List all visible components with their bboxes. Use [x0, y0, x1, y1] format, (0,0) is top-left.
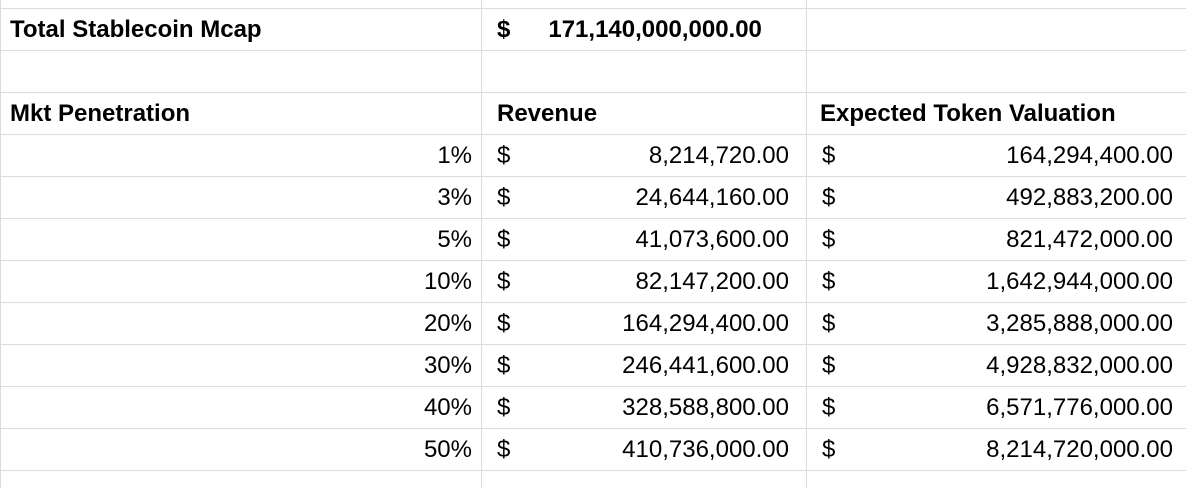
valuation-cell[interactable]: $8,214,720,000.00: [806, 428, 1186, 471]
table-row: 3% $24,644,160.00 $492,883,200.00: [0, 176, 1186, 219]
cell[interactable]: [481, 470, 807, 488]
penetration-cell[interactable]: 20%: [0, 302, 482, 345]
table-row: 40% $328,588,800.00 $6,571,776,000.00: [0, 386, 1186, 429]
revenue-value: 82,147,200.00: [635, 268, 789, 295]
revenue-value: 41,073,600.00: [635, 226, 789, 253]
valuation-value: 8,214,720,000.00: [986, 436, 1173, 463]
total-currency-symbol: $: [497, 16, 511, 43]
cell[interactable]: [0, 0, 482, 9]
currency-symbol: $: [822, 352, 836, 379]
revenue-cell[interactable]: $164,294,400.00: [481, 302, 807, 345]
cell[interactable]: [0, 470, 482, 488]
valuation-cell[interactable]: $821,472,000.00: [806, 218, 1186, 261]
penetration-cell[interactable]: 30%: [0, 344, 482, 387]
penetration-cell[interactable]: 40%: [0, 386, 482, 429]
valuation-value: 3,285,888,000.00: [986, 310, 1173, 337]
currency-symbol: $: [822, 394, 836, 421]
penetration-cell[interactable]: 50%: [0, 428, 482, 471]
valuation-value: 1,642,944,000.00: [986, 268, 1173, 295]
currency-symbol: $: [822, 268, 836, 295]
revenue-cell[interactable]: $410,736,000.00: [481, 428, 807, 471]
cell[interactable]: [0, 50, 482, 93]
cell[interactable]: [806, 8, 1186, 51]
revenue-cell[interactable]: $41,073,600.00: [481, 218, 807, 261]
header-valuation[interactable]: Expected Token Valuation: [806, 92, 1186, 135]
currency-symbol: $: [497, 142, 511, 169]
currency-symbol: $: [497, 394, 511, 421]
currency-symbol: $: [497, 352, 511, 379]
valuation-cell[interactable]: $3,285,888,000.00: [806, 302, 1186, 345]
table-row: 30% $246,441,600.00 $4,928,832,000.00: [0, 344, 1186, 387]
valuation-cell[interactable]: $6,571,776,000.00: [806, 386, 1186, 429]
penetration-cell[interactable]: 5%: [0, 218, 482, 261]
revenue-value: 410,736,000.00: [622, 436, 789, 463]
empty-row: [0, 50, 1186, 93]
revenue-cell[interactable]: $328,588,800.00: [481, 386, 807, 429]
revenue-cell[interactable]: $24,644,160.00: [481, 176, 807, 219]
cell[interactable]: [481, 50, 807, 93]
revenue-cell[interactable]: $82,147,200.00: [481, 260, 807, 303]
revenue-value: 246,441,600.00: [622, 352, 789, 379]
empty-row: [0, 470, 1186, 488]
header-penetration[interactable]: Mkt Penetration: [0, 92, 482, 135]
revenue-value: 8,214,720.00: [648, 142, 789, 169]
table-row: 1% $8,214,720.00 $164,294,400.00: [0, 134, 1186, 177]
currency-symbol: $: [497, 226, 511, 253]
cell[interactable]: [806, 470, 1186, 488]
table-row: 50% $410,736,000.00 $8,214,720,000.00: [0, 428, 1186, 471]
cell[interactable]: [806, 50, 1186, 93]
total-row: Total Stablecoin Mcap $ 171,140,000,000.…: [0, 8, 1186, 51]
revenue-value: 164,294,400.00: [622, 310, 789, 337]
total-value: 171,140,000,000.00: [548, 16, 762, 43]
currency-symbol: $: [822, 184, 836, 211]
cell[interactable]: [806, 0, 1186, 9]
revenue-value: 328,588,800.00: [622, 394, 789, 421]
currency-symbol: $: [822, 310, 836, 337]
valuation-cell[interactable]: $1,642,944,000.00: [806, 260, 1186, 303]
revenue-cell[interactable]: $246,441,600.00: [481, 344, 807, 387]
spacer-row: [0, 0, 1186, 9]
currency-symbol: $: [497, 436, 511, 463]
valuation-value: 6,571,776,000.00: [986, 394, 1173, 421]
valuation-value: 821,472,000.00: [1006, 226, 1173, 253]
header-row: Mkt Penetration Revenue Expected Token V…: [0, 92, 1186, 135]
revenue-cell[interactable]: $8,214,720.00: [481, 134, 807, 177]
penetration-cell[interactable]: 10%: [0, 260, 482, 303]
table-row: 5% $41,073,600.00 $821,472,000.00: [0, 218, 1186, 261]
total-value-cell[interactable]: $ 171,140,000,000.00: [481, 8, 807, 51]
valuation-value: 164,294,400.00: [1006, 142, 1173, 169]
valuation-cell[interactable]: $4,928,832,000.00: [806, 344, 1186, 387]
currency-symbol: $: [822, 226, 836, 253]
currency-symbol: $: [497, 268, 511, 295]
cell[interactable]: [481, 0, 807, 9]
currency-symbol: $: [822, 142, 836, 169]
total-label-cell[interactable]: Total Stablecoin Mcap: [0, 8, 482, 51]
currency-symbol: $: [497, 184, 511, 211]
valuation-value: 492,883,200.00: [1006, 184, 1173, 211]
penetration-cell[interactable]: 1%: [0, 134, 482, 177]
valuation-value: 4,928,832,000.00: [986, 352, 1173, 379]
table-row: 10% $82,147,200.00 $1,642,944,000.00: [0, 260, 1186, 303]
table-row: 20% $164,294,400.00 $3,285,888,000.00: [0, 302, 1186, 345]
valuation-cell[interactable]: $492,883,200.00: [806, 176, 1186, 219]
header-revenue[interactable]: Revenue: [481, 92, 807, 135]
currency-symbol: $: [497, 310, 511, 337]
penetration-cell[interactable]: 3%: [0, 176, 482, 219]
currency-symbol: $: [822, 436, 836, 463]
valuation-cell[interactable]: $164,294,400.00: [806, 134, 1186, 177]
revenue-value: 24,644,160.00: [635, 184, 789, 211]
